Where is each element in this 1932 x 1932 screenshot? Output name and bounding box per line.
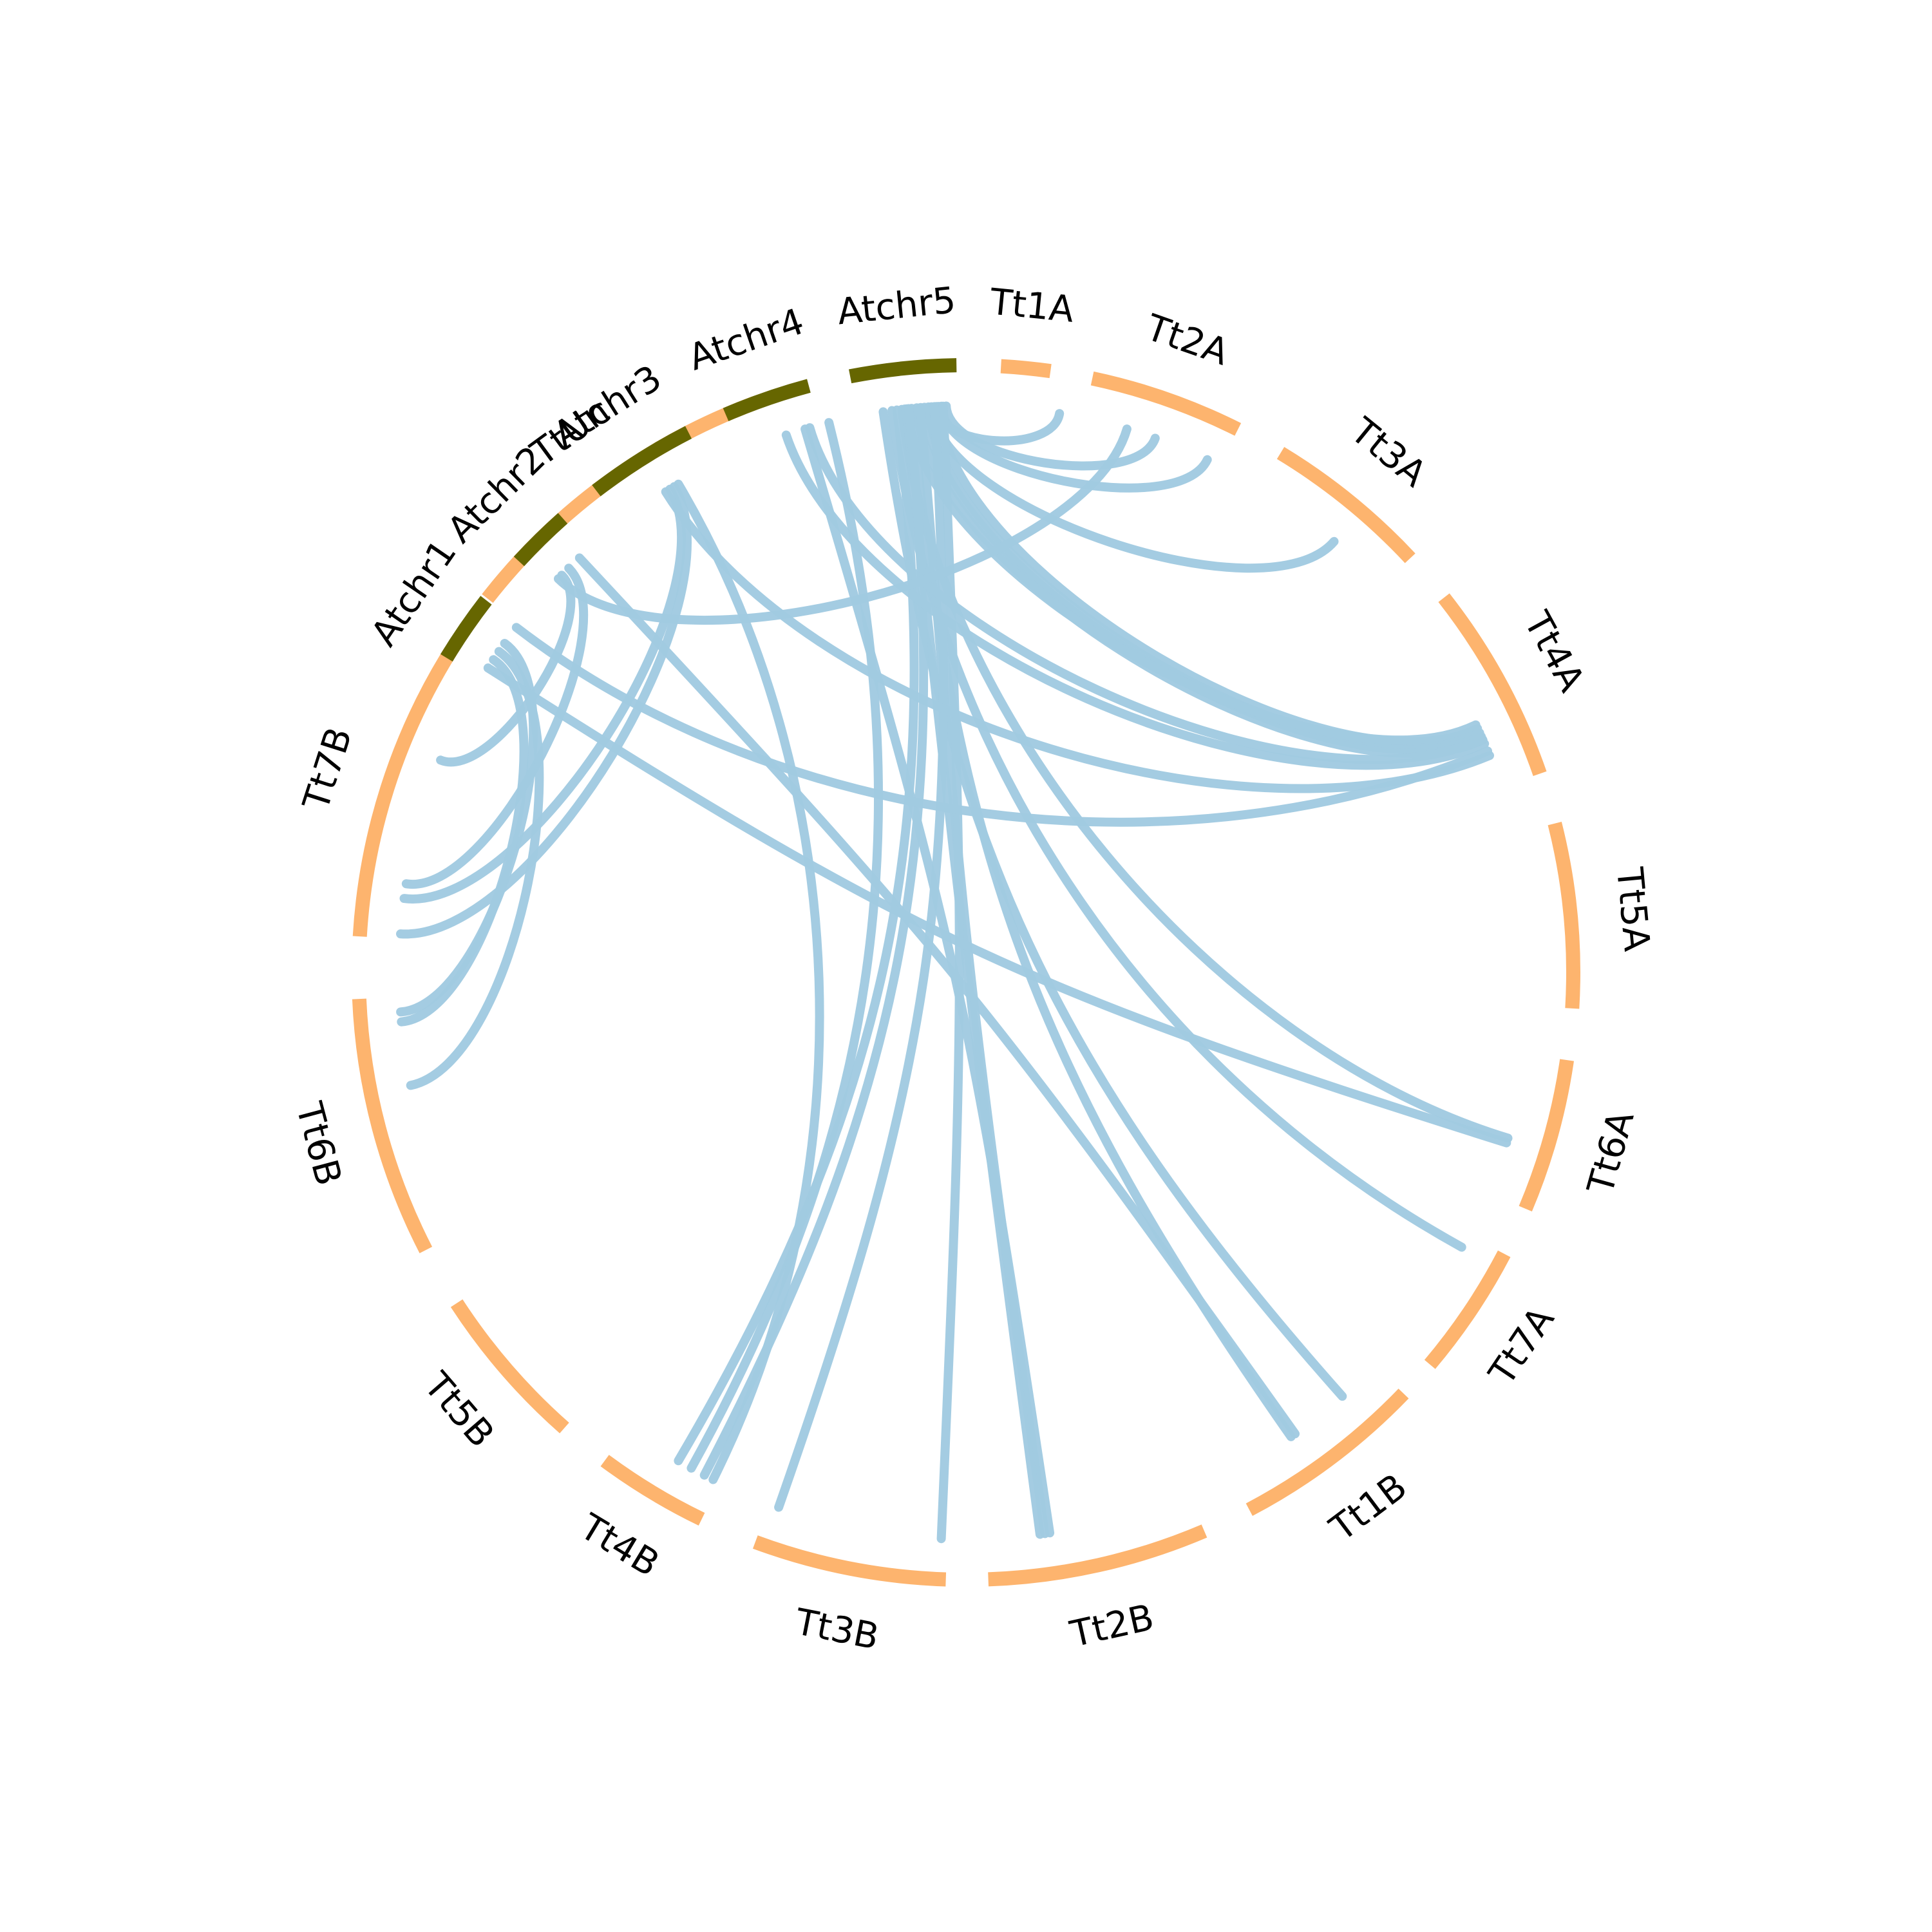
chromosome-arc-atchr5 [849,358,957,384]
chromosome-arc-tt7a [1424,1250,1511,1369]
chromosome-arc-tt5a [1548,822,1580,1009]
chromosome-arc-tt7b [352,647,457,937]
chromosome-arc-tt3b [752,1535,947,1587]
synteny-link-atchr3-tt4b-23 [674,479,824,1484]
chromosome-arc-tt4b [600,1455,705,1526]
synteny-link-atchr1-tt6b-34 [397,655,529,1027]
synteny-link-atchr5-tt4b-18 [699,404,929,1480]
chromosome-arc-atchr2 [513,513,568,567]
chromosome-arc-tt1a [1000,359,1052,379]
chromosome-arc-tt1b [1245,1388,1409,1516]
synteny-link-atchr5-tt3b-16 [774,402,949,1512]
chromosome-arc-tt6b [352,998,433,1254]
synteny-link-atchr2-tt7b-29 [436,571,576,767]
synteny-link-atchr1-tt6a-35 [483,663,1511,1148]
chromosome-arc-tt6a [1519,1059,1574,1212]
chromosome-arc-tt5b [450,1299,569,1434]
chromosome-arc-tt3a [1276,446,1416,564]
synteny-link-atchr4-tt4b-19 [687,418,883,1473]
chromosome-ring [352,358,1580,1587]
synteny-link-atchr3-tt4a-24 [661,487,1494,793]
synteny-link-atchr5-tt2a-1 [936,401,1212,493]
chromosome-label-tt5a: Tt5A [1608,865,1658,953]
chromosome-arc-tt4a [1438,593,1547,777]
synteny-link-atchr2-tt2a-30 [554,424,1132,625]
chromosome-arc-atchr3 [592,426,692,497]
synteny-link-atchr4-tt4a-22 [805,423,1487,764]
chromosome-arc-atchr4 [723,379,811,422]
links-layer [396,401,1513,1544]
synteny-link-atchr5-tt2a-2 [942,401,1160,471]
chromosome-arc-atchr1 [440,596,492,662]
synteny-link-atchr2-tt1b-27 [574,553,1300,1439]
chromosome-label-tt1a: Tt1A [987,281,1075,330]
synteny-link-atchr1-tt4a-31 [511,623,1492,827]
synteny-link-atchr3-tt7b-26 [396,482,692,939]
chromosome-arc-tt2b [988,1524,1208,1587]
chromosome-arc-tt2a [1090,371,1242,436]
synteny-link-atchr4-tt4a-21 [781,430,1490,770]
